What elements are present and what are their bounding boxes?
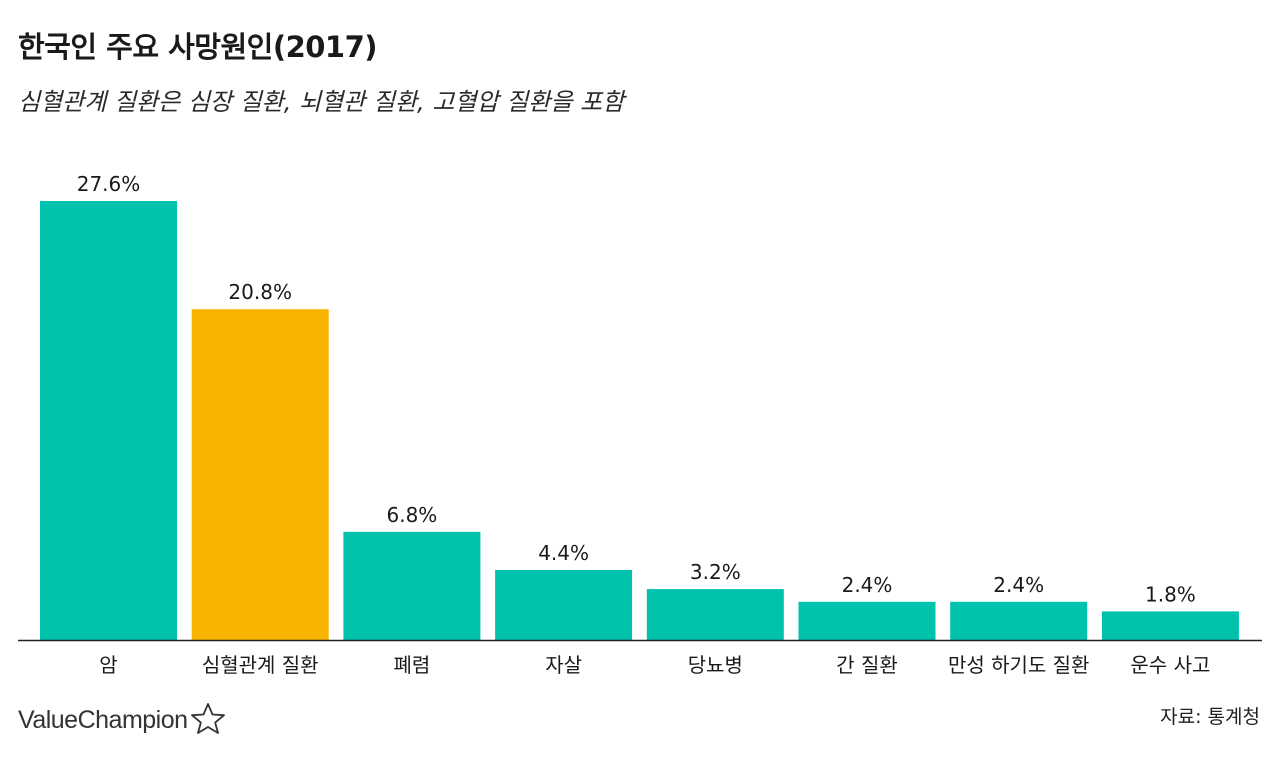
- category-label-5: 간 질환: [836, 653, 898, 677]
- star-outline-icon: [190, 702, 226, 738]
- value-labels-group: 27.6% 20.8% 6.8% 4.4% 3.2% 2.4% 2.4% 1.8%: [77, 172, 1196, 606]
- bar-3: [495, 570, 633, 640]
- bar-6: [950, 601, 1088, 640]
- category-label-0: 암: [99, 653, 117, 677]
- value-label-1: 20.8%: [228, 280, 292, 304]
- value-label-5: 2.4%: [842, 573, 893, 597]
- value-label-3: 4.4%: [538, 541, 589, 565]
- category-label-6: 만성 하기도 질환: [948, 653, 1090, 677]
- valuechampion-logo: ValueChampion: [18, 700, 226, 740]
- value-label-0: 27.6%: [77, 172, 141, 196]
- value-label-6: 2.4%: [993, 573, 1044, 597]
- category-labels-group: 암 심혈관계 질환 폐렴 자살 당뇨병 간 질환 만성 하기도 질환 운수 사고: [99, 653, 1210, 677]
- category-label-7: 운수 사고: [1130, 653, 1210, 677]
- bar-7: [1101, 611, 1239, 640]
- category-label-1: 심혈관계 질환: [202, 653, 319, 677]
- value-label-7: 1.8%: [1145, 582, 1196, 606]
- category-label-4: 당뇨병: [688, 653, 743, 677]
- bar-4: [646, 589, 784, 640]
- bar-5: [798, 601, 936, 640]
- bar-0: [40, 201, 177, 640]
- logo-text: ValueChampion: [18, 705, 188, 734]
- chart-subtitle: 심혈관계 질환은 심장 질환, 뇌혈관 질환, 고혈압 질환을 포함: [18, 88, 625, 116]
- category-label-2: 폐렴: [393, 653, 430, 677]
- chart-title: 한국인 주요 사망원인(2017): [18, 30, 378, 64]
- value-label-4: 3.2%: [690, 560, 741, 584]
- source-note: 자료: 통계청: [1160, 706, 1260, 728]
- bar-1: [191, 309, 329, 640]
- bar-2: [343, 531, 481, 640]
- category-label-3: 자살: [545, 653, 582, 677]
- value-label-2: 6.8%: [386, 503, 437, 527]
- bars-group: [40, 201, 1239, 640]
